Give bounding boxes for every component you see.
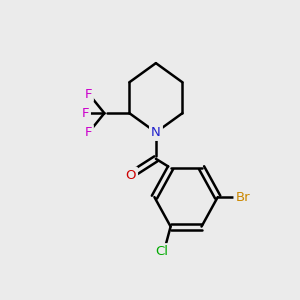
Text: N: N: [151, 126, 161, 139]
Text: Br: Br: [236, 190, 250, 204]
Text: F: F: [84, 126, 92, 139]
Text: Cl: Cl: [155, 245, 168, 258]
Text: O: O: [126, 169, 136, 182]
Text: F: F: [84, 88, 92, 100]
Text: N: N: [151, 126, 161, 139]
Text: F: F: [82, 107, 89, 120]
